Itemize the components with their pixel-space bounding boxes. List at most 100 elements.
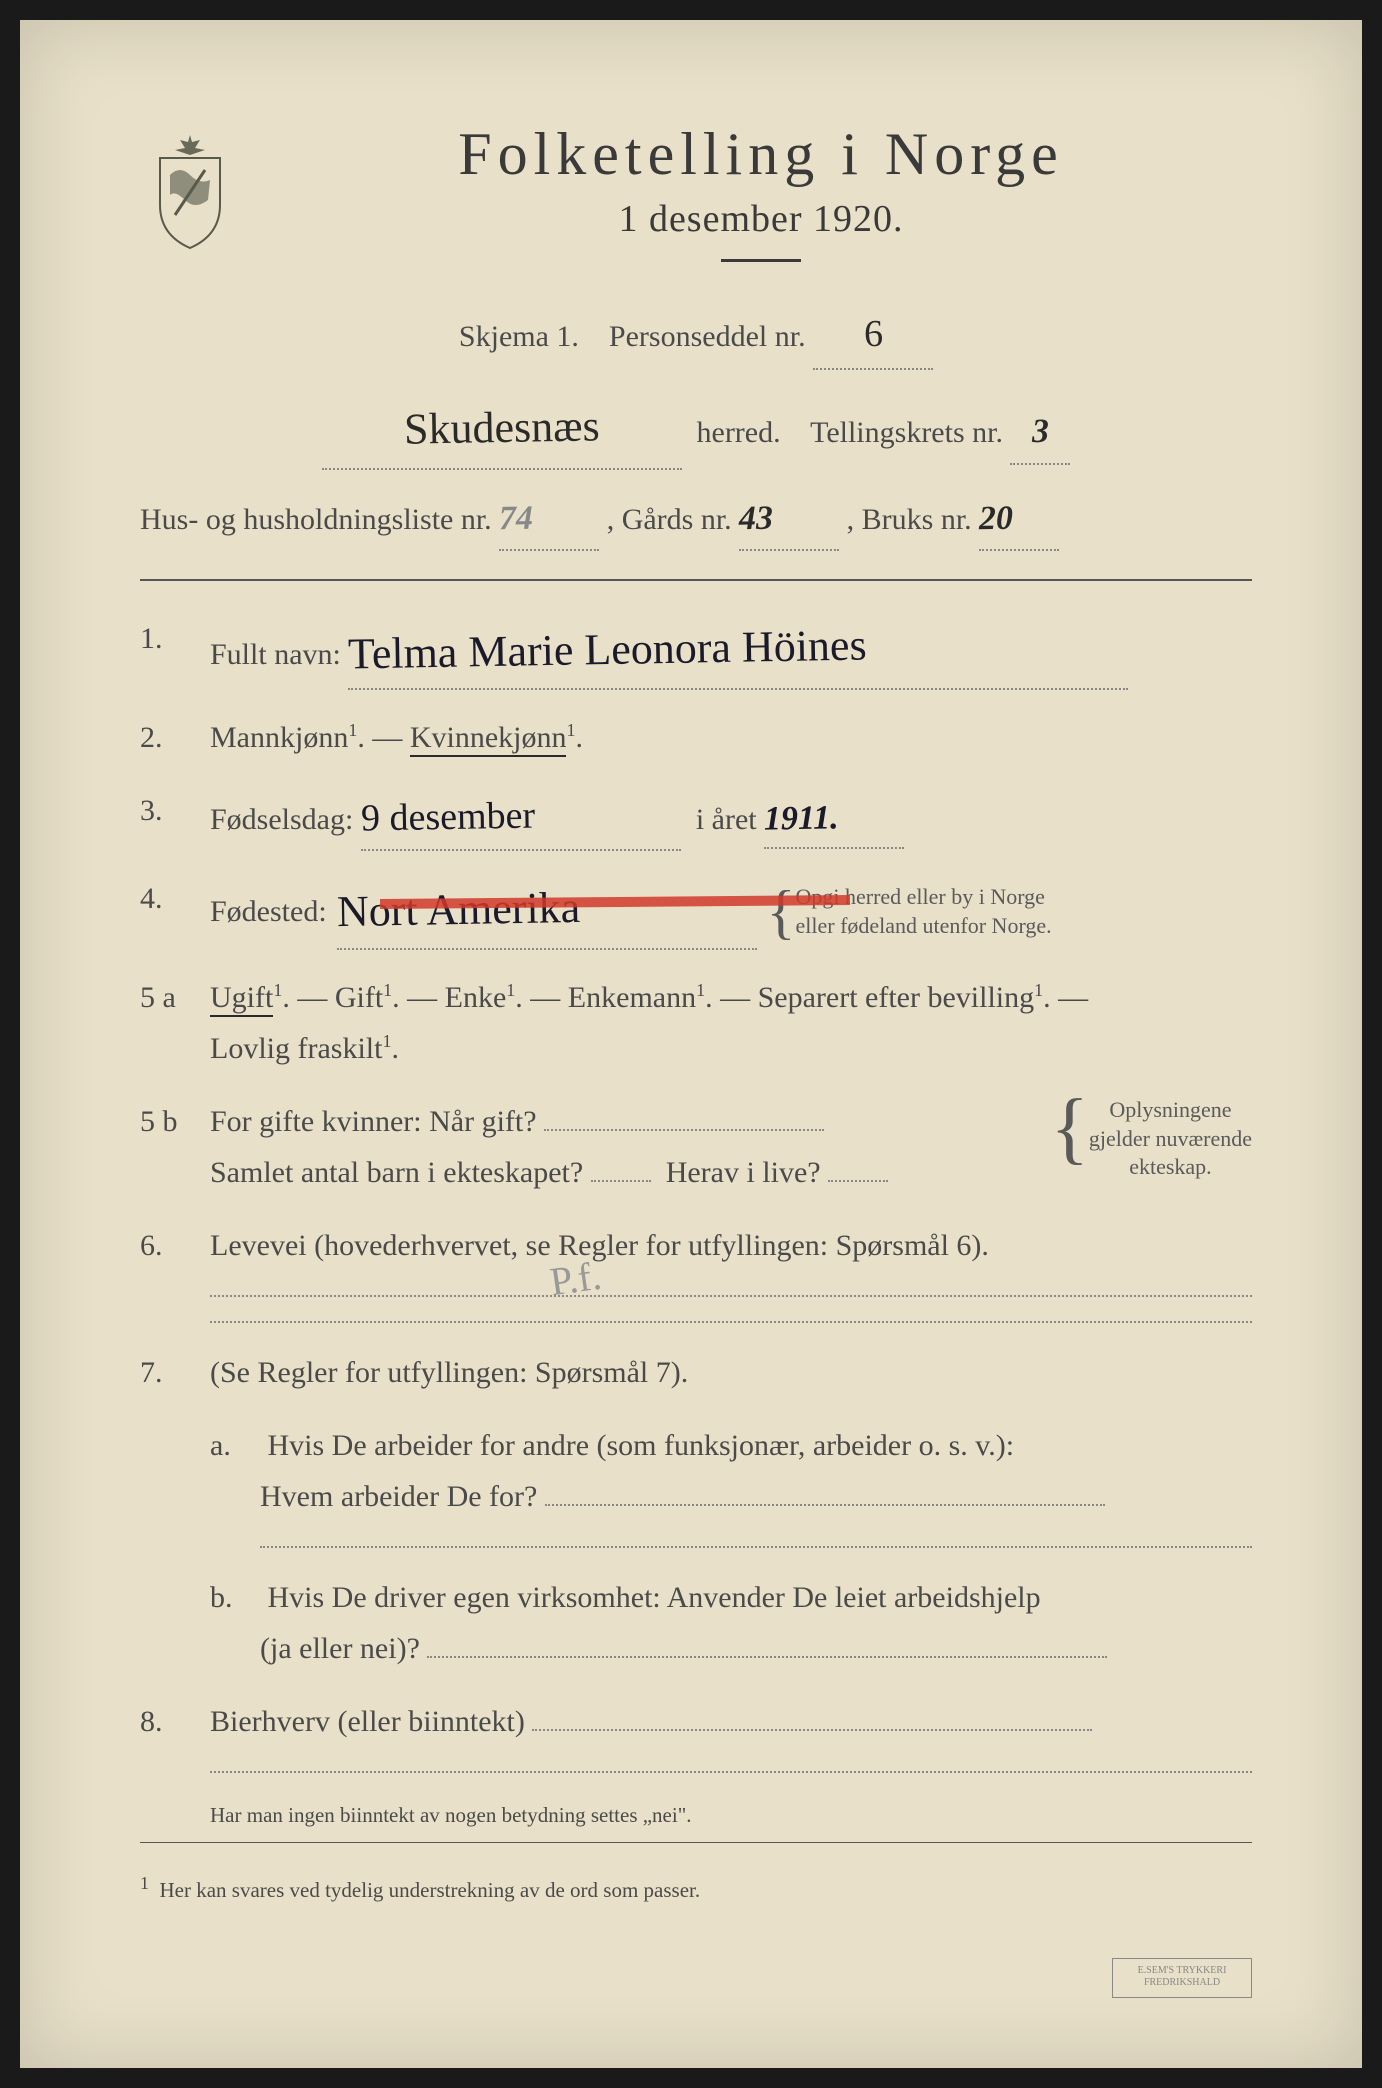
q8-field <box>532 1729 1092 1731</box>
title-block: Folketelling i Norge 1 desember 1920. <box>270 120 1252 290</box>
header-row: Folketelling i Norge 1 desember 1920. <box>140 120 1252 290</box>
q5a-fraskilt: Lovlig fraskilt <box>210 1032 382 1065</box>
q7-num: 7. <box>140 1347 210 1398</box>
q7a-label: a. <box>210 1420 260 1471</box>
q3-day-field: 9 desember <box>361 785 681 852</box>
q5a-enke: Enke <box>445 981 507 1014</box>
herred-name: Skudesnæs <box>403 387 600 470</box>
printer-stamp: E.SEM'S TRYKKERI FREDRIKSHALD <box>1112 1958 1252 1998</box>
q7a-field <box>545 1504 1105 1506</box>
brace-icon-2: { <box>1050 1096 1088 1198</box>
personseddel-nr: 6 <box>863 300 883 369</box>
q1-num: 1. <box>140 613 210 690</box>
footnote-1: 1 Her kan svares ved tydelig understrekn… <box>140 1873 1252 1903</box>
q5b-num: 5 b <box>140 1096 210 1198</box>
tellingskrets-field: 3 <box>1010 401 1070 464</box>
q4-label: Fødested: <box>210 886 327 937</box>
q5a-ugift: Ugift <box>210 981 273 1017</box>
q2: 2. Mannkjønn1. — Kvinnekjønn1. <box>140 712 1252 763</box>
gards-label: , Gårds nr. <box>607 503 732 536</box>
q7b: b. Hvis De driver egen virksomhet: Anven… <box>140 1572 1252 1674</box>
q1-field: Telma Marie Leonora Höines <box>348 613 1128 690</box>
herred-line: Skudesnæs herred. Tellingskrets nr. 3 <box>140 388 1252 469</box>
bruks-nr: 20 <box>979 487 1014 549</box>
q6: 6. Levevei (hovederhvervet, se Regler fo… <box>140 1220 1252 1271</box>
husliste-line: Hus- og husholdningsliste nr. 74 , Gårds… <box>140 488 1252 551</box>
q1: 1. Fullt navn: Telma Marie Leonora Höine… <box>140 613 1252 690</box>
q4: 4. Fødested: Nort Amerika { Opgi herred … <box>140 873 1252 950</box>
coat-of-arms-icon <box>140 130 240 250</box>
husliste-field: 74 <box>499 488 599 551</box>
q5b: 5 b For gifte kvinner: Når gift? Samlet … <box>140 1096 1252 1198</box>
q8-label: Bierhverv (eller biinntekt) <box>210 1705 525 1738</box>
q5b-line2: Samlet antal barn i ekteskapet? <box>210 1156 583 1189</box>
q5a-separert: Separert efter bevilling <box>758 981 1035 1014</box>
q3-num: 3. <box>140 785 210 852</box>
herred-field: Skudesnæs <box>322 388 682 469</box>
q8-num: 8. <box>140 1696 210 1747</box>
q4-field: Nort Amerika <box>337 873 757 950</box>
q2-mann: Mannkjønn <box>210 721 348 754</box>
q7a-text1: Hvis De arbeider for andre (som funksjon… <box>268 1429 1015 1462</box>
q6-pencil-mark: P.f. <box>547 1252 604 1306</box>
tellingskrets-label: Tellingskrets nr. <box>810 416 1003 449</box>
title-divider <box>721 259 801 262</box>
q2-kvinne: Kvinnekjønn <box>410 721 567 757</box>
husliste-nr: 74 <box>499 487 534 549</box>
husliste-label: Hus- og husholdningsliste nr. <box>140 503 492 536</box>
q3-year: 1911. <box>764 789 840 848</box>
q2-num: 2. <box>140 712 210 763</box>
gards-field: 43 <box>739 488 839 551</box>
q7a-text2: Hvem arbeider De for? <box>260 1480 537 1513</box>
q3-day: 9 desember <box>360 783 535 851</box>
q4-value: Nort Amerika <box>336 871 580 950</box>
tellingskrets-nr: 3 <box>1031 401 1049 462</box>
skjema-label: Skjema 1. <box>459 320 579 353</box>
q5b-note: Oplysningene gjelder nuværende ekteskap. <box>1089 1096 1252 1198</box>
subtitle-date: 1 desember 1920. <box>270 197 1252 241</box>
q5b-live-field <box>828 1180 888 1182</box>
gards-nr: 43 <box>739 487 774 549</box>
q1-label: Fullt navn: <box>210 638 341 671</box>
bruks-label: , Bruks nr. <box>847 503 972 536</box>
q5b-gift-field <box>544 1129 824 1131</box>
census-form-page: Folketelling i Norge 1 desember 1920. Sk… <box>20 20 1362 2068</box>
q7b-field <box>427 1656 1107 1658</box>
q7b-text2: (ja eller nei)? <box>260 1632 420 1665</box>
bruks-field: 20 <box>979 488 1059 551</box>
q6-field-1: P.f. <box>210 1295 1252 1297</box>
q5a-gift: Gift <box>335 981 383 1014</box>
q6-field-2 <box>210 1321 1252 1323</box>
q3-year-label: i året <box>696 803 757 836</box>
personseddel-field: 6 <box>813 300 933 370</box>
q5b-barn-field <box>591 1180 651 1182</box>
q7: 7. (Se Regler for utfyllingen: Spørsmål … <box>140 1347 1252 1398</box>
nei-note: Har man ingen biinntekt av nogen betydni… <box>210 1803 1252 1828</box>
q3-year-field: 1911. <box>764 790 904 850</box>
q5b-line1: For gifte kvinner: Når gift? <box>210 1105 537 1138</box>
herred-label: herred. <box>697 416 781 449</box>
q1-value: Telma Marie Leonora Höines <box>348 608 868 692</box>
q7b-text1: Hvis De driver egen virksomhet: Anvender… <box>268 1581 1041 1614</box>
q4-num: 4. <box>140 873 210 950</box>
personseddel-label: Personseddel nr. <box>609 320 806 353</box>
main-title: Folketelling i Norge <box>270 120 1252 189</box>
q5a-num: 5 a <box>140 972 210 1074</box>
q6-num: 6. <box>140 1220 210 1271</box>
q5a-enkemann: Enkemann <box>568 981 696 1014</box>
q3-label: Fødselsdag: <box>210 803 353 836</box>
skjema-line: Skjema 1. Personseddel nr. 6 <box>140 300 1252 370</box>
q7-label: (Se Regler for utfyllingen: Spørsmål 7). <box>210 1356 688 1389</box>
q8-field-2 <box>210 1771 1252 1773</box>
q5b-herav: Herav i live? <box>666 1156 821 1189</box>
q4-note: Opgi herred eller by i Norge eller fødel… <box>795 883 1051 940</box>
q2-dash: — <box>372 721 410 754</box>
rule-1 <box>140 579 1252 581</box>
q7a: a. Hvis De arbeider for andre (som funks… <box>140 1420 1252 1522</box>
q7b-label: b. <box>210 1572 260 1623</box>
q5a: 5 a Ugift1. — Gift1. — Enke1. — Enkemann… <box>140 972 1252 1074</box>
q6-label: Levevei (hovederhvervet, se Regler for u… <box>210 1229 989 1262</box>
q3: 3. Fødselsdag: 9 desember i året 1911. <box>140 785 1252 852</box>
q7a-field-2 <box>260 1546 1252 1548</box>
q8: 8. Bierhverv (eller biinntekt) <box>140 1696 1252 1747</box>
